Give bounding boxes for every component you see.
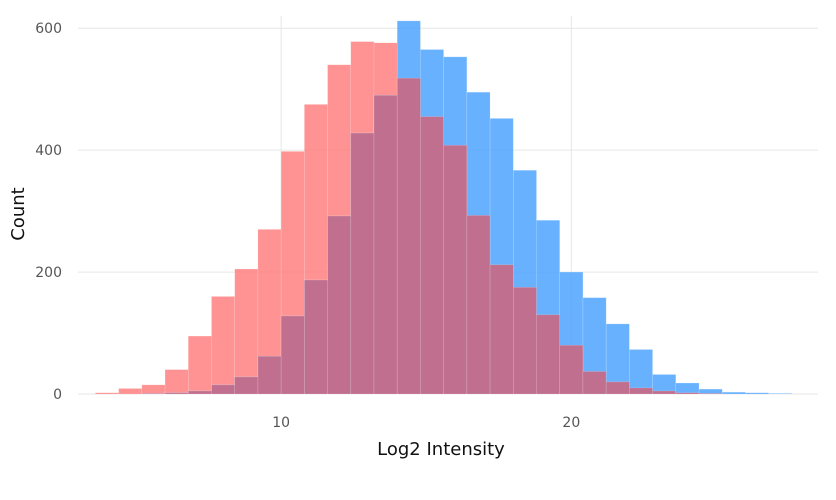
- y-tick-label: 400: [35, 143, 62, 159]
- overlap-bar: [420, 116, 444, 395]
- y-tick-label: 0: [53, 387, 62, 403]
- x-tick-labels: 10 20: [272, 415, 580, 431]
- overlap-bar: [466, 215, 491, 395]
- overlap-bar: [559, 344, 584, 395]
- overlap-bar: [187, 390, 212, 395]
- overlap-bar: [443, 144, 468, 395]
- y-tick-labels: 0 200 400 600: [35, 21, 62, 403]
- series-b-bar: [675, 382, 700, 395]
- series-a-bar: [211, 296, 236, 395]
- series-a-bar: [234, 268, 259, 395]
- x-tick-label: 10: [272, 415, 290, 431]
- overlap-bar: [280, 315, 305, 395]
- series-a-bar: [187, 335, 212, 395]
- series-a-bar: [95, 392, 119, 395]
- overlap-bar: [675, 392, 700, 395]
- overlap-bar: [164, 392, 189, 395]
- series-a-bar: [141, 384, 166, 395]
- overlap-bar: [304, 279, 328, 395]
- y-axis-title: Count: [8, 187, 29, 240]
- overlap-bar: [211, 384, 236, 395]
- overlap-bar: [257, 355, 282, 395]
- series-b-bar: [768, 393, 793, 395]
- overlap-bar: [373, 94, 398, 395]
- overlap-bar: [605, 381, 630, 395]
- overlap-bar: [350, 132, 375, 395]
- overlap-bar: [327, 215, 352, 395]
- overlap-bar: [698, 393, 723, 395]
- x-tick-label: 20: [562, 415, 580, 431]
- series-a-bar: [118, 388, 143, 395]
- overlap-bar: [582, 371, 607, 395]
- overlap-bar: [536, 314, 561, 395]
- overlap-bar: [396, 77, 421, 395]
- series-a-bar: [164, 369, 189, 395]
- overlap-bar: [629, 387, 653, 395]
- overlap-bars: [141, 77, 723, 395]
- series-b-bar: [745, 392, 769, 395]
- y-tick-label: 200: [35, 265, 62, 281]
- overlap-bar: [652, 390, 677, 395]
- overlap-bar: [234, 376, 259, 395]
- series-b-bar: [721, 391, 746, 395]
- x-axis-title: Log2 Intensity: [377, 439, 505, 460]
- y-tick-label: 600: [35, 21, 62, 37]
- overlap-bar: [141, 393, 166, 395]
- overlap-bar: [489, 264, 514, 395]
- series-b-bar: [629, 349, 653, 395]
- overlap-bar: [512, 287, 537, 395]
